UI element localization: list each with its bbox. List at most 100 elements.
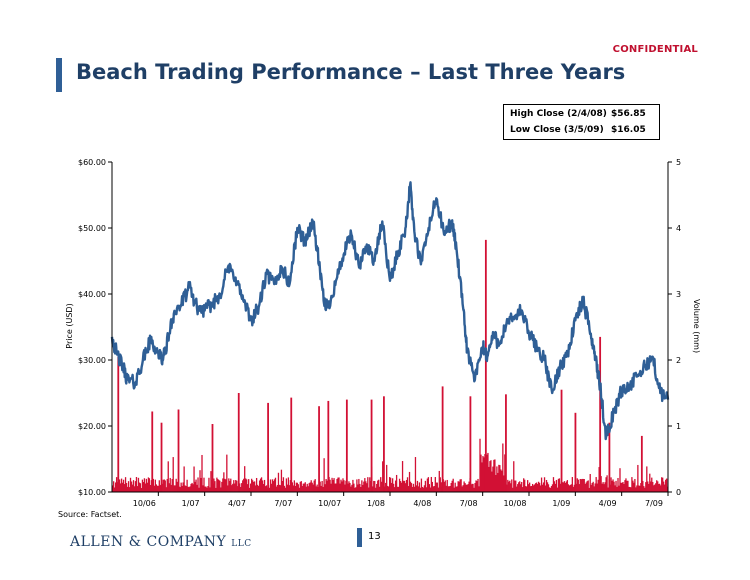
volume-bar: [326, 480, 328, 492]
volume-bar: [377, 480, 379, 492]
volume-bar: [622, 482, 624, 492]
volume-bar: [330, 483, 332, 492]
volume-bar: [276, 484, 279, 492]
volume-spike: [505, 394, 507, 492]
volume-bar: [185, 486, 187, 492]
volume-bar: [624, 480, 626, 492]
volume-bar: [451, 480, 453, 492]
axes: $10.00 $20.00 $30.00 $40.00 $50.00 $60.00 0 1 2 3…: [78, 158, 681, 508]
volume-bar: [625, 478, 627, 492]
volume-bar: [222, 478, 224, 492]
volume-bar: [413, 486, 416, 492]
volume-bar: [214, 481, 216, 492]
volume-bar: [619, 468, 621, 492]
volume-bar: [612, 479, 614, 492]
volume-bar: [220, 487, 222, 492]
volume-bar: [464, 483, 466, 492]
left-tick-label: $60.00: [78, 158, 106, 167]
volume-bar: [649, 473, 651, 492]
volume-bar: [365, 481, 367, 492]
volume-bar: [593, 486, 595, 492]
volume-bar: [638, 485, 640, 492]
volume-bar: [545, 479, 548, 492]
volume-bar: [466, 484, 468, 492]
volume-bar: [438, 470, 440, 492]
volume-bar: [567, 484, 570, 492]
volume-bar: [601, 483, 603, 492]
volume-bar: [275, 486, 278, 492]
volume-bar: [584, 483, 586, 492]
volume-bar: [665, 479, 667, 492]
volume-spike: [484, 239, 487, 492]
volume-bar: [409, 481, 412, 492]
volume-bar: [306, 483, 308, 492]
volume-bar: [444, 480, 446, 492]
volume-bar: [231, 485, 233, 492]
volume-bar: [221, 481, 223, 492]
volume-bar: [283, 485, 286, 492]
x-tick-label: 10/06: [133, 499, 156, 508]
volume-bar: [652, 481, 654, 492]
volume-bar: [538, 482, 541, 492]
low-close-label: Low Close (3/5/09): [510, 125, 604, 135]
volume-bar: [351, 484, 353, 492]
volume-bar: [347, 483, 349, 492]
volume-bar: [448, 486, 450, 492]
volume-bar: [454, 482, 456, 492]
volume-bar: [427, 477, 430, 492]
volume-bar: [607, 487, 609, 492]
volume-bar: [504, 454, 506, 492]
volume-bar: [568, 485, 571, 492]
volume-bar: [424, 480, 427, 492]
volume-bar: [394, 480, 397, 492]
right-tick-label: 1: [676, 422, 681, 431]
volume-bar: [440, 482, 442, 492]
right-tick-label: 5: [676, 158, 681, 167]
right-tick-label: 4: [676, 224, 681, 233]
volume-spike: [117, 356, 120, 492]
volume-bar: [159, 485, 161, 492]
volume-bar: [300, 481, 302, 492]
volume-bar: [356, 479, 358, 492]
volume-bar: [565, 481, 568, 492]
volume-bar: [336, 478, 338, 492]
volume-bar: [443, 481, 445, 492]
volume-bar: [210, 471, 212, 492]
volume-bar: [416, 480, 419, 492]
volume-bar: [590, 484, 592, 492]
volume-bar: [626, 480, 628, 492]
volume-bar: [128, 487, 131, 492]
volume-bar: [244, 466, 246, 492]
volume-bar: [539, 485, 542, 492]
volume-bar: [188, 487, 190, 492]
volume-bar: [556, 487, 559, 492]
volume-spike: [327, 400, 330, 492]
volume-bar: [415, 485, 418, 492]
volume-bar: [477, 478, 479, 492]
volume-bar: [375, 487, 377, 492]
volume-bar: [483, 457, 485, 492]
volume-bar: [498, 464, 500, 492]
volume-bar: [234, 483, 236, 492]
volume-bar: [248, 479, 250, 492]
volume-bar: [111, 485, 114, 492]
volume-bar: [603, 484, 605, 492]
volume-bar: [339, 483, 341, 492]
volume-bar: [311, 482, 313, 492]
volume-bar: [246, 479, 248, 492]
volume-bar: [176, 481, 178, 492]
volume-bar: [230, 478, 232, 492]
volume-bar: [518, 482, 520, 492]
volume-bar: [488, 466, 490, 492]
volume-bar: [457, 481, 459, 492]
volume-bar: [559, 483, 562, 492]
volume-bar: [348, 481, 350, 492]
volume-bar: [513, 461, 515, 492]
title-accent-bar: [56, 58, 62, 92]
volume-bar: [526, 486, 528, 492]
left-tick-label: $50.00: [78, 224, 106, 233]
volume-bar: [473, 487, 475, 492]
volume-bar: [257, 486, 260, 492]
volume-bar: [580, 479, 582, 492]
volume-bar: [562, 482, 565, 492]
